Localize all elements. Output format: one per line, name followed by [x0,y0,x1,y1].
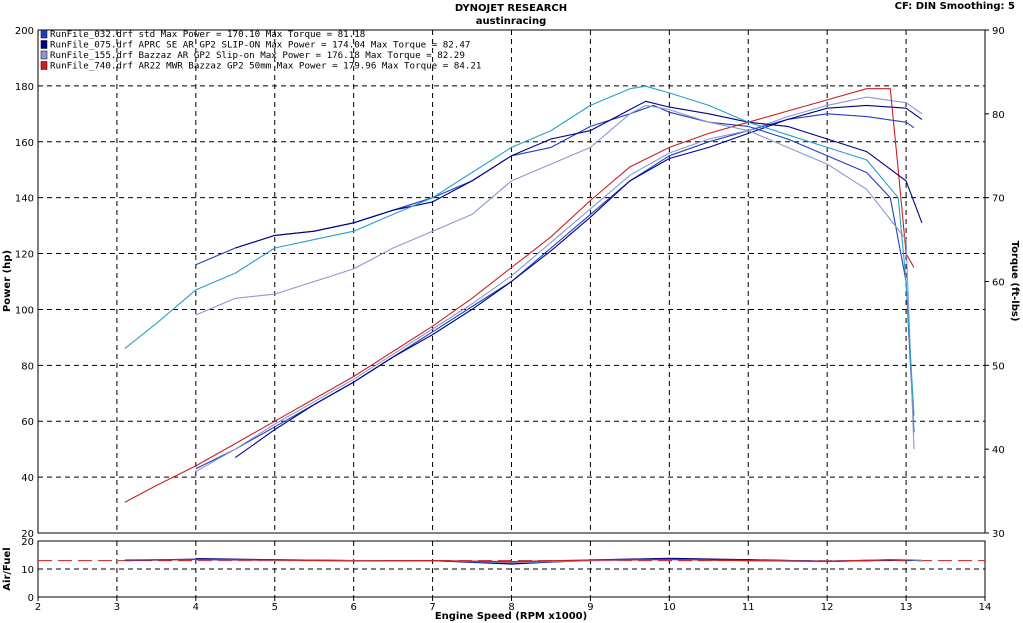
series-line-torque-4 [195,104,915,433]
legend-swatch [40,29,48,39]
x-tick-label: 9 [587,602,593,613]
legend-entry: RunFile_740.drf AR22 MWR Bazzaz GP2 50mm… [50,61,481,72]
x-tick-label: 14 [979,602,992,613]
chart-subtitle: austinracing [476,16,546,27]
y2-tick-label: 70 [992,194,1005,205]
af-tick-label: 20 [21,537,34,548]
series-line-power-1 [234,104,923,459]
y2-tick-label: 80 [992,110,1005,121]
x-tick-label: 12 [821,602,834,613]
y-tick-label: 180 [15,82,34,93]
legend-swatch [40,61,48,70]
y2-tick-label: 40 [992,445,1005,456]
y2-tick-label: 50 [992,361,1005,372]
y-tick-label: 80 [21,361,34,372]
y-tick-label: 200 [15,26,34,37]
x-tick-label: 7 [429,602,435,613]
y2-tick-label: 90 [992,26,1005,37]
y-tick-label: 20 [21,529,34,540]
legend-swatch [40,40,48,49]
y-tick-label: 140 [15,194,34,205]
x-tick-label: 3 [114,602,120,613]
y-tick-label: 60 [21,417,34,428]
series-line-torque-7 [124,85,915,416]
legend-entry: RunFile_075.drf APRC SE AR GP2 SLIP-ON M… [50,40,470,51]
series-line-power-3 [124,88,915,503]
af-tick-label: 10 [21,565,34,576]
y2-tick-label: 60 [992,278,1005,289]
airfuel-plot-grid [38,541,985,597]
airfuel-axis-label: Air/Fuel [2,547,13,590]
x-tick-label: 2 [35,602,41,613]
y-tick-label: 160 [15,138,34,149]
y2-tick-label: 30 [992,529,1005,540]
x-tick-label: 13 [900,602,913,613]
airfuel-series-line-3 [124,558,907,563]
x-tick-label: 10 [663,602,676,613]
airfuel-axis-ticks: 0 10 20 [21,537,34,604]
x-tick-label: 6 [350,602,356,613]
legend: RunFile_032.drf std Max Power = 170.10 M… [40,29,481,72]
series-line-power-2 [195,96,923,472]
x-tick-label: 8 [508,602,514,613]
settings-readout: CF: DIN Smoothing: 5 [895,1,1015,12]
x-tick-label: 11 [742,602,755,613]
y2-axis-label: Torque (ft-lbs) [1009,241,1020,322]
legend-entry: RunFile_032.drf std Max Power = 170.10 M… [50,29,365,40]
airfuel-curves [124,557,922,565]
x-axis-label: Engine Speed (RPM x1000) [435,611,587,622]
power-torque-curves [124,85,923,503]
x-axis-ticks: 2 3 4 5 6 7 8 9 10 11 12 13 14 [35,597,992,613]
af-tick-label: 0 [28,593,34,604]
series-line-torque-6 [195,104,915,450]
series-line-power-0 [195,113,915,470]
chart-title: DYNOJET RESEARCH [455,3,567,14]
y-tick-label: 100 [15,305,34,316]
y-tick-label: 40 [21,473,34,484]
legend-entry: RunFile_155.drf Bazzaz AR GP2 Slip-on Ma… [50,50,465,61]
power-axis-ticks: 20 40 60 80 100 120 140 160 180 200 30 40 50 60 70 80 90 [15,26,1005,540]
legend-swatch [40,50,48,60]
x-tick-label: 4 [193,602,199,613]
y-axis-label: Power (hp) [2,250,13,312]
x-tick-label: 5 [272,602,278,613]
series-line-torque-5 [235,100,923,249]
y-tick-label: 120 [15,250,34,261]
